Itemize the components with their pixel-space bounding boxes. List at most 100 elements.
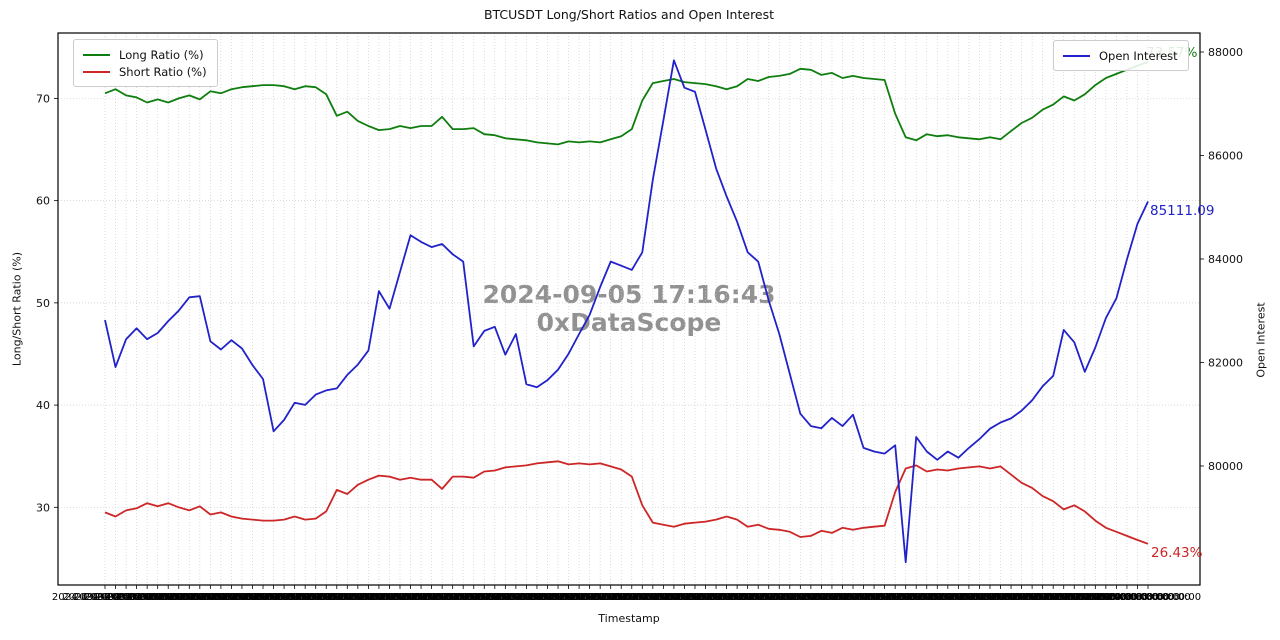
svg-text:2024-09-03 00:00:00: 2024-09-03 00:00:00 (537, 592, 643, 603)
svg-text:70: 70 (36, 92, 50, 105)
svg-text:2024-09-03 00:00:00: 2024-09-03 00:00:00 (94, 592, 200, 603)
svg-text:2024-09-03 00:00:00: 2024-09-03 00:00:00 (705, 592, 811, 603)
y-left-axis-label: Long/Short Ratio (%) (10, 251, 24, 367)
svg-text:2024-09-03 00:00:00: 2024-09-03 00:00:00 (821, 592, 927, 603)
legend-item-short-ratio: Short Ratio (%) (83, 63, 207, 80)
svg-text:2024-09-03 00:00:00: 2024-09-03 00:00:00 (52, 592, 158, 603)
svg-text:2024-09-03 00:00:00: 2024-09-03 00:00:00 (579, 592, 685, 603)
svg-text:2024-09-03 00:00:00: 2024-09-03 00:00:00 (126, 592, 232, 603)
y-left-tick-labels: 30 40 50 60 70 (36, 92, 50, 514)
svg-text:2024-09-03 00:00:00: 2024-09-03 00:00:00 (1063, 592, 1169, 603)
svg-text:2024-09-03 00:00:00: 2024-09-03 00:00:00 (168, 592, 274, 603)
svg-text:2024-09-03 00:00:00: 2024-09-03 00:00:00 (726, 592, 832, 603)
svg-text:2024-09-03 00:00:00: 2024-09-03 00:00:00 (568, 592, 674, 603)
legend-label: Open Interest (1099, 48, 1178, 63)
svg-text:2024-09-03 00:00:00: 2024-09-03 00:00:00 (305, 592, 411, 603)
long-ratio-line-swatch (83, 53, 110, 56)
svg-text:2024-09-03 00:00:00: 2024-09-03 00:00:00 (916, 592, 1022, 603)
svg-text:2024-09-03 00:00:00: 2024-09-03 00:00:00 (368, 592, 474, 603)
legend-label: Long Ratio (%) (119, 47, 204, 62)
open-interest-line (104, 59, 1149, 564)
svg-text:2024-09-03 00:00:00: 2024-09-03 00:00:00 (947, 592, 1053, 603)
svg-text:2024-09-03 00:00:00: 2024-09-03 00:00:00 (958, 592, 1064, 603)
svg-text:2024-09-03 00:00:00: 2024-09-03 00:00:00 (231, 592, 337, 603)
svg-text:30: 30 (36, 501, 50, 514)
svg-text:2024-09-03 00:00:00: 2024-09-03 00:00:00 (220, 592, 326, 603)
svg-text:2024-09-03 00:00:00: 2024-09-03 00:00:00 (895, 592, 1001, 603)
x-axis-label: Timestamp (598, 612, 660, 625)
svg-text:2024-09-03 00:00:00: 2024-09-03 00:00:00 (589, 592, 695, 603)
svg-text:2024-09-03 00:00:00: 2024-09-03 00:00:00 (199, 592, 305, 603)
svg-text:2024-09-03 00:00:00: 2024-09-03 00:00:00 (747, 592, 853, 603)
svg-text:2024-09-03 00:00:00: 2024-09-03 00:00:00 (1042, 592, 1148, 603)
svg-text:2024-09-03 00:00:00: 2024-09-03 00:00:00 (83, 592, 189, 603)
y-right-tick-labels: 80000 82000 84000 86000 88000 (1208, 46, 1243, 473)
svg-text:2024-09-03 00:00:00: 2024-09-03 00:00:00 (189, 592, 295, 603)
svg-text:2024-09-03 00:00:00: 2024-09-03 00:00:00 (842, 592, 948, 603)
svg-text:2024-09-03 00:00:00: 2024-09-03 00:00:00 (779, 592, 885, 603)
svg-text:2024-09-03 00:00:00: 2024-09-03 00:00:00 (136, 592, 242, 603)
legend-ratios: Long Ratio (%) Short Ratio (%) (73, 39, 218, 87)
svg-text:2024-09-03 00:00:00: 2024-09-03 00:00:00 (926, 592, 1032, 603)
svg-text:2024-09-03 00:00:00: 2024-09-03 00:00:00 (673, 592, 779, 603)
svg-text:2024-09-03 00:00:00: 2024-09-03 00:00:00 (863, 592, 969, 603)
svg-text:84000: 84000 (1208, 253, 1243, 266)
svg-text:2024-09-03 00:00:00: 2024-09-03 00:00:00 (463, 592, 569, 603)
svg-text:2024-09-03 00:00:00: 2024-09-03 00:00:00 (905, 592, 1011, 603)
svg-text:2024-09-03 00:00:00: 2024-09-03 00:00:00 (157, 592, 263, 603)
svg-text:2024-09-03 00:00:00: 2024-09-03 00:00:00 (768, 592, 874, 603)
svg-text:2024-09-03 00:00:00: 2024-09-03 00:00:00 (621, 592, 727, 603)
plot-border (57, 32, 1201, 586)
svg-text:2024-09-03 00:00:00: 2024-09-03 00:00:00 (452, 592, 558, 603)
legend-item-long-ratio: Long Ratio (%) (83, 46, 207, 63)
svg-text:2024-09-03 00:00:00: 2024-09-03 00:00:00 (663, 592, 769, 603)
short-ratio-line-swatch (83, 70, 110, 73)
legend-item-open-interest: Open Interest (1063, 47, 1178, 64)
svg-text:82000: 82000 (1208, 356, 1243, 369)
svg-text:2024-09-03 00:00:00: 2024-09-03 00:00:00 (832, 592, 938, 603)
svg-text:2024-09-03 00:00:00: 2024-09-03 00:00:00 (853, 592, 959, 603)
svg-text:2024-09-03 00:00:00: 2024-09-03 00:00:00 (336, 592, 442, 603)
svg-text:2024-09-03 00:00:00: 2024-09-03 00:00:00 (242, 592, 348, 603)
svg-text:2024-09-03 00:00:00: 2024-09-03 00:00:00 (294, 592, 400, 603)
watermark-brand: 0xDataScope (536, 308, 722, 337)
short-ratio-last-value-annotation: 26.43% (1151, 545, 1203, 561)
svg-text:2024-09-03 00:00:00: 2024-09-03 00:00:00 (1000, 592, 1106, 603)
svg-text:2024-09-03 00:00:00: 2024-09-03 00:00:00 (210, 592, 316, 603)
svg-text:2024-09-03 00:00:00: 2024-09-03 00:00:00 (73, 592, 179, 603)
svg-text:2024-09-03 00:00:00: 2024-09-03 00:00:00 (1032, 592, 1138, 603)
svg-text:2024-09-03 00:00:00: 2024-09-03 00:00:00 (1011, 592, 1117, 603)
svg-text:2024-09-03 00:00:00: 2024-09-03 00:00:00 (1074, 592, 1180, 603)
svg-text:2024-09-03 00:00:00: 2024-09-03 00:00:00 (789, 592, 895, 603)
svg-text:2024-09-03 00:00:00: 2024-09-03 00:00:00 (378, 592, 484, 603)
svg-text:2024-09-03 00:00:00: 2024-09-03 00:00:00 (642, 592, 748, 603)
svg-text:2024-09-03 00:00:00: 2024-09-03 00:00:00 (178, 592, 284, 603)
svg-text:2024-09-03 00:00:00: 2024-09-03 00:00:00 (62, 592, 168, 603)
svg-text:2024-09-03 00:00:00: 2024-09-03 00:00:00 (758, 592, 864, 603)
open-interest-last-value-annotation: 85111.09 (1150, 203, 1215, 219)
y-right-axis-label: Open Interest (1254, 302, 1268, 378)
svg-text:2024-09-03 00:00:00: 2024-09-03 00:00:00 (558, 592, 664, 603)
axis-ticks (54, 51, 1204, 589)
svg-text:2024-09-03 00:00:00: 2024-09-03 00:00:00 (494, 592, 600, 603)
svg-text:2024-09-03 00:00:00: 2024-09-03 00:00:00 (937, 592, 1043, 603)
svg-text:2024-09-03 00:00:00: 2024-09-03 00:00:00 (284, 592, 390, 603)
svg-text:2024-09-03 00:00:00: 2024-09-03 00:00:00 (347, 592, 453, 603)
svg-text:88000: 88000 (1208, 46, 1243, 59)
long-ratio-line (104, 61, 1149, 146)
svg-text:2024-09-03 00:00:00: 2024-09-03 00:00:00 (326, 592, 432, 603)
svg-text:2024-09-03 00:00:00: 2024-09-03 00:00:00 (716, 592, 822, 603)
svg-text:2024-09-03 00:00:00: 2024-09-03 00:00:00 (473, 592, 579, 603)
svg-text:2024-09-03 00:00:00: 2024-09-03 00:00:00 (357, 592, 463, 603)
svg-text:2024-09-03 00:00:00: 2024-09-03 00:00:00 (737, 592, 843, 603)
short-ratio-line (104, 460, 1149, 545)
open-interest-line-swatch (1063, 54, 1090, 57)
svg-text:2024-09-03 00:00:00: 2024-09-03 00:00:00 (1084, 592, 1190, 603)
svg-text:60: 60 (36, 195, 50, 208)
svg-text:2024-09-03 00:00:00: 2024-09-03 00:00:00 (684, 592, 790, 603)
svg-text:2024-09-03 00:00:00: 2024-09-03 00:00:00 (431, 592, 537, 603)
svg-text:2024-09-03 00:00:00: 2024-09-03 00:00:00 (631, 592, 737, 603)
svg-text:2024-09-03 00:00:00: 2024-09-03 00:00:00 (1021, 592, 1127, 603)
